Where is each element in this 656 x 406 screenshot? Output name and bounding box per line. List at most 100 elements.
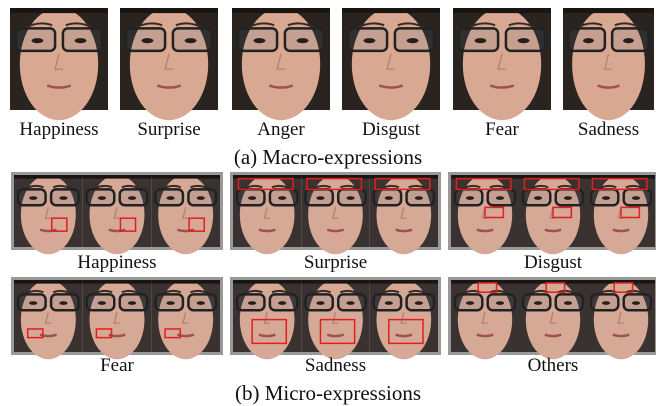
- label: Fear: [100, 355, 134, 376]
- face-image: [233, 175, 301, 254]
- face-image: [151, 175, 220, 254]
- eye: [364, 38, 376, 43]
- mouth: [396, 335, 412, 336]
- eye: [59, 301, 67, 305]
- face-image: [83, 175, 152, 254]
- face-image: [370, 175, 438, 254]
- label: Disgust: [362, 119, 421, 140]
- label: Sadness: [578, 119, 639, 140]
- label: Others: [528, 355, 579, 376]
- label: Fear: [485, 119, 519, 140]
- eye: [415, 196, 423, 200]
- mouth: [396, 230, 412, 231]
- face-image: [563, 8, 654, 120]
- face-image: [10, 8, 108, 120]
- mouth: [613, 230, 629, 231]
- label: Happiness: [19, 119, 98, 140]
- label: Surprise: [304, 252, 367, 273]
- mouth: [327, 230, 343, 231]
- face-image: [120, 8, 218, 120]
- eye: [98, 301, 106, 305]
- eye: [602, 196, 610, 200]
- hair: [10, 8, 108, 13]
- mouth: [477, 230, 493, 231]
- eye: [385, 301, 393, 305]
- eye: [59, 196, 67, 200]
- eye: [316, 196, 324, 200]
- hair: [233, 280, 301, 284]
- eye: [166, 301, 174, 305]
- eye: [346, 196, 354, 200]
- eye: [623, 38, 634, 43]
- eye: [197, 196, 205, 200]
- hair: [120, 8, 218, 13]
- face-image: [14, 280, 83, 359]
- eye: [415, 301, 423, 305]
- hair: [370, 280, 438, 284]
- face-image: [342, 8, 440, 120]
- eye: [632, 301, 640, 305]
- eye: [248, 301, 256, 305]
- face-image: [232, 8, 330, 120]
- eye: [29, 301, 37, 305]
- eye: [128, 196, 136, 200]
- eye: [142, 38, 154, 43]
- mouth: [259, 230, 275, 231]
- eye: [278, 301, 286, 305]
- label: Happiness: [77, 252, 156, 273]
- eye: [534, 301, 542, 305]
- hair: [151, 175, 220, 179]
- eye: [346, 301, 354, 305]
- hair: [151, 280, 220, 284]
- hair: [83, 280, 152, 284]
- eye: [166, 196, 174, 200]
- label: Anger: [257, 119, 305, 140]
- eye: [496, 301, 504, 305]
- eye: [564, 301, 572, 305]
- face-image: [453, 8, 551, 120]
- eye: [185, 38, 197, 43]
- eye: [128, 301, 136, 305]
- eye: [466, 301, 474, 305]
- eye: [496, 196, 504, 200]
- eye: [583, 38, 594, 43]
- eye: [534, 196, 542, 200]
- mouth: [545, 335, 561, 336]
- eye: [564, 196, 572, 200]
- mouth: [477, 335, 493, 336]
- face-image: [14, 175, 83, 254]
- label: Disgust: [524, 252, 583, 273]
- face-image: [151, 280, 220, 359]
- label: Sadness: [305, 355, 366, 376]
- eye: [297, 38, 309, 43]
- eye: [29, 196, 37, 200]
- eye: [602, 301, 610, 305]
- eye: [316, 301, 324, 305]
- face-image: [83, 280, 152, 359]
- eye: [475, 38, 487, 43]
- eye: [98, 196, 106, 200]
- eye: [632, 196, 640, 200]
- hair: [14, 280, 83, 284]
- hair: [563, 8, 654, 13]
- eye: [197, 301, 205, 305]
- hair: [232, 8, 330, 13]
- eye: [407, 38, 419, 43]
- hair: [453, 8, 551, 13]
- caption: (b) Micro-expressions: [235, 381, 421, 405]
- hair: [301, 280, 369, 284]
- face-image: [301, 175, 369, 254]
- mouth: [259, 335, 275, 336]
- hair: [342, 8, 440, 13]
- eye: [254, 38, 266, 43]
- hair: [83, 175, 152, 179]
- label: Surprise: [137, 119, 200, 140]
- figure: (a) Macro-expressions (b) Micro-expressi…: [0, 0, 656, 406]
- caption: (a) Macro-expressions: [234, 145, 422, 169]
- eye: [32, 38, 44, 43]
- mouth: [545, 230, 561, 231]
- eye: [75, 38, 87, 43]
- eye: [385, 196, 393, 200]
- mouth: [613, 335, 629, 336]
- eye: [518, 38, 530, 43]
